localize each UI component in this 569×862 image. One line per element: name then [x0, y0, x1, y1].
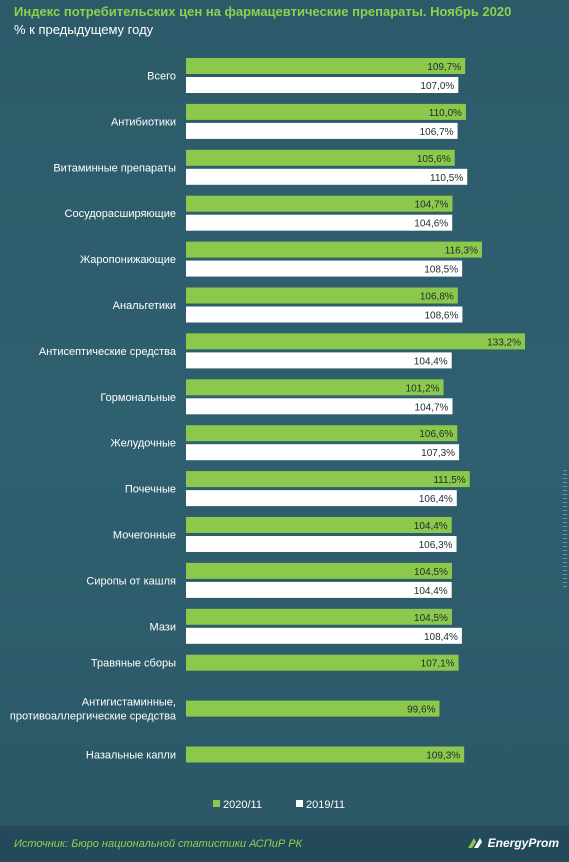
bar-2020-12	[186, 608, 452, 625]
bar-2019-5	[186, 306, 463, 323]
value-label-2020-8: 106,6%	[419, 429, 453, 440]
value-label-2019-5: 108,6%	[424, 311, 458, 322]
bar-2020-14	[186, 700, 440, 717]
logo-text: EnergyProm	[487, 836, 559, 850]
bar-2020-2	[186, 149, 455, 166]
bar-2020-8	[186, 425, 458, 442]
category-label-8: Желудочные	[111, 438, 176, 450]
value-label-2020-12: 104,5%	[414, 613, 448, 624]
legend-swatch-2020	[213, 800, 220, 807]
bar-2019-1	[186, 122, 458, 139]
category-label-1: Антибиотики	[111, 116, 176, 128]
category-label-15: Назальные капли	[86, 750, 176, 762]
source-note: Источник: Бюро национальной статистики А…	[14, 838, 303, 850]
bar-2019-0	[186, 77, 459, 93]
value-label-2020-6: 133,2%	[487, 337, 521, 348]
value-label-2019-2: 110,5%	[430, 173, 463, 184]
bar-2019-8	[186, 444, 460, 461]
value-label-2020-7: 101,2%	[406, 383, 440, 394]
bar-2019-4	[186, 260, 463, 277]
value-label-2020-1: 110,0%	[429, 108, 462, 119]
category-label-3: Сосудорасширяющие	[65, 208, 176, 220]
value-label-2019-10: 106,3%	[419, 540, 453, 551]
category-label-9: Почечные	[125, 484, 176, 496]
edge-ticks-decoration	[563, 470, 567, 590]
bar-2019-11	[186, 581, 452, 598]
bar-2020-1	[186, 103, 466, 120]
bar-2019-2	[186, 168, 468, 185]
bar-2019-3	[186, 214, 453, 231]
energyprom-logo: EnergyProm	[466, 836, 559, 850]
value-label-2019-6: 104,4%	[414, 356, 448, 367]
value-label-2020-5: 106,8%	[420, 292, 454, 303]
category-label-7: Гормональные	[100, 392, 176, 404]
value-label-2019-7: 104,7%	[415, 402, 449, 413]
legend-label-2019: 2019/11	[306, 799, 345, 811]
value-label-2019-0: 107,0%	[420, 81, 454, 92]
value-label-2020-14: 99,6%	[407, 705, 435, 716]
bar-2020-9	[186, 471, 470, 488]
category-label-6: Антисептические средства	[39, 346, 177, 358]
bar-2019-9	[186, 490, 457, 507]
category-label-12: Мази	[150, 621, 176, 633]
legend-swatch-2019	[296, 800, 303, 807]
bar-2019-12	[186, 627, 462, 644]
bar-2020-10	[186, 517, 452, 533]
bar-2019-7	[186, 398, 453, 415]
category-label-13: Травяные сборы	[91, 658, 176, 670]
value-label-2019-12: 108,4%	[424, 632, 458, 643]
value-label-2019-8: 107,3%	[421, 448, 455, 459]
value-label-2019-4: 108,5%	[424, 265, 458, 276]
logo-mark-icon	[467, 838, 482, 848]
value-label-2020-4: 116,3%	[445, 246, 478, 257]
category-label-11: Сиропы от кашля	[86, 575, 176, 587]
legend-label-2020: 2020/11	[223, 799, 262, 811]
value-label-2019-9: 106,4%	[419, 494, 453, 505]
category-label-0: Всего	[147, 71, 176, 83]
value-label-2020-15: 109,3%	[426, 751, 460, 762]
value-label-2020-9: 111,5%	[433, 475, 466, 486]
value-label-2020-10: 104,4%	[414, 521, 448, 532]
bar-2020-11	[186, 562, 452, 579]
category-label-10: Мочегонные	[113, 530, 176, 542]
bar-2020-13	[186, 654, 459, 671]
bar-2020-7	[186, 379, 444, 396]
bar-2020-3	[186, 195, 453, 212]
value-label-2019-1: 106,7%	[420, 127, 454, 138]
bar-2019-10	[186, 536, 457, 552]
value-label-2019-3: 104,6%	[414, 219, 448, 230]
value-label-2020-2: 105,6%	[417, 154, 451, 165]
category-label-14: Антигистаминные, противоаллергические сре…	[10, 697, 177, 723]
bar-2020-6	[186, 333, 525, 350]
chart-title: Индекс потребительских цен на фармацевти…	[14, 4, 512, 19]
bar-2020-4	[186, 241, 482, 258]
category-label-4: Жаропонижающие	[80, 254, 176, 266]
bar-2020-0	[186, 58, 466, 74]
value-label-2020-3: 104,7%	[415, 200, 449, 211]
bar-2020-5	[186, 287, 458, 304]
value-label-2020-0: 109,7%	[427, 62, 461, 73]
category-label-5: Анальгетики	[113, 300, 176, 312]
chart-subtitle: % к предыдущему году	[14, 22, 154, 37]
category-label-2: Витаминные препараты	[53, 162, 176, 174]
bar-2020-15	[186, 746, 465, 763]
value-label-2019-11: 104,4%	[414, 586, 448, 597]
value-label-2020-13: 107,1%	[421, 659, 455, 670]
value-label-2020-11: 104,5%	[414, 567, 448, 578]
bar-2019-6	[186, 352, 452, 369]
